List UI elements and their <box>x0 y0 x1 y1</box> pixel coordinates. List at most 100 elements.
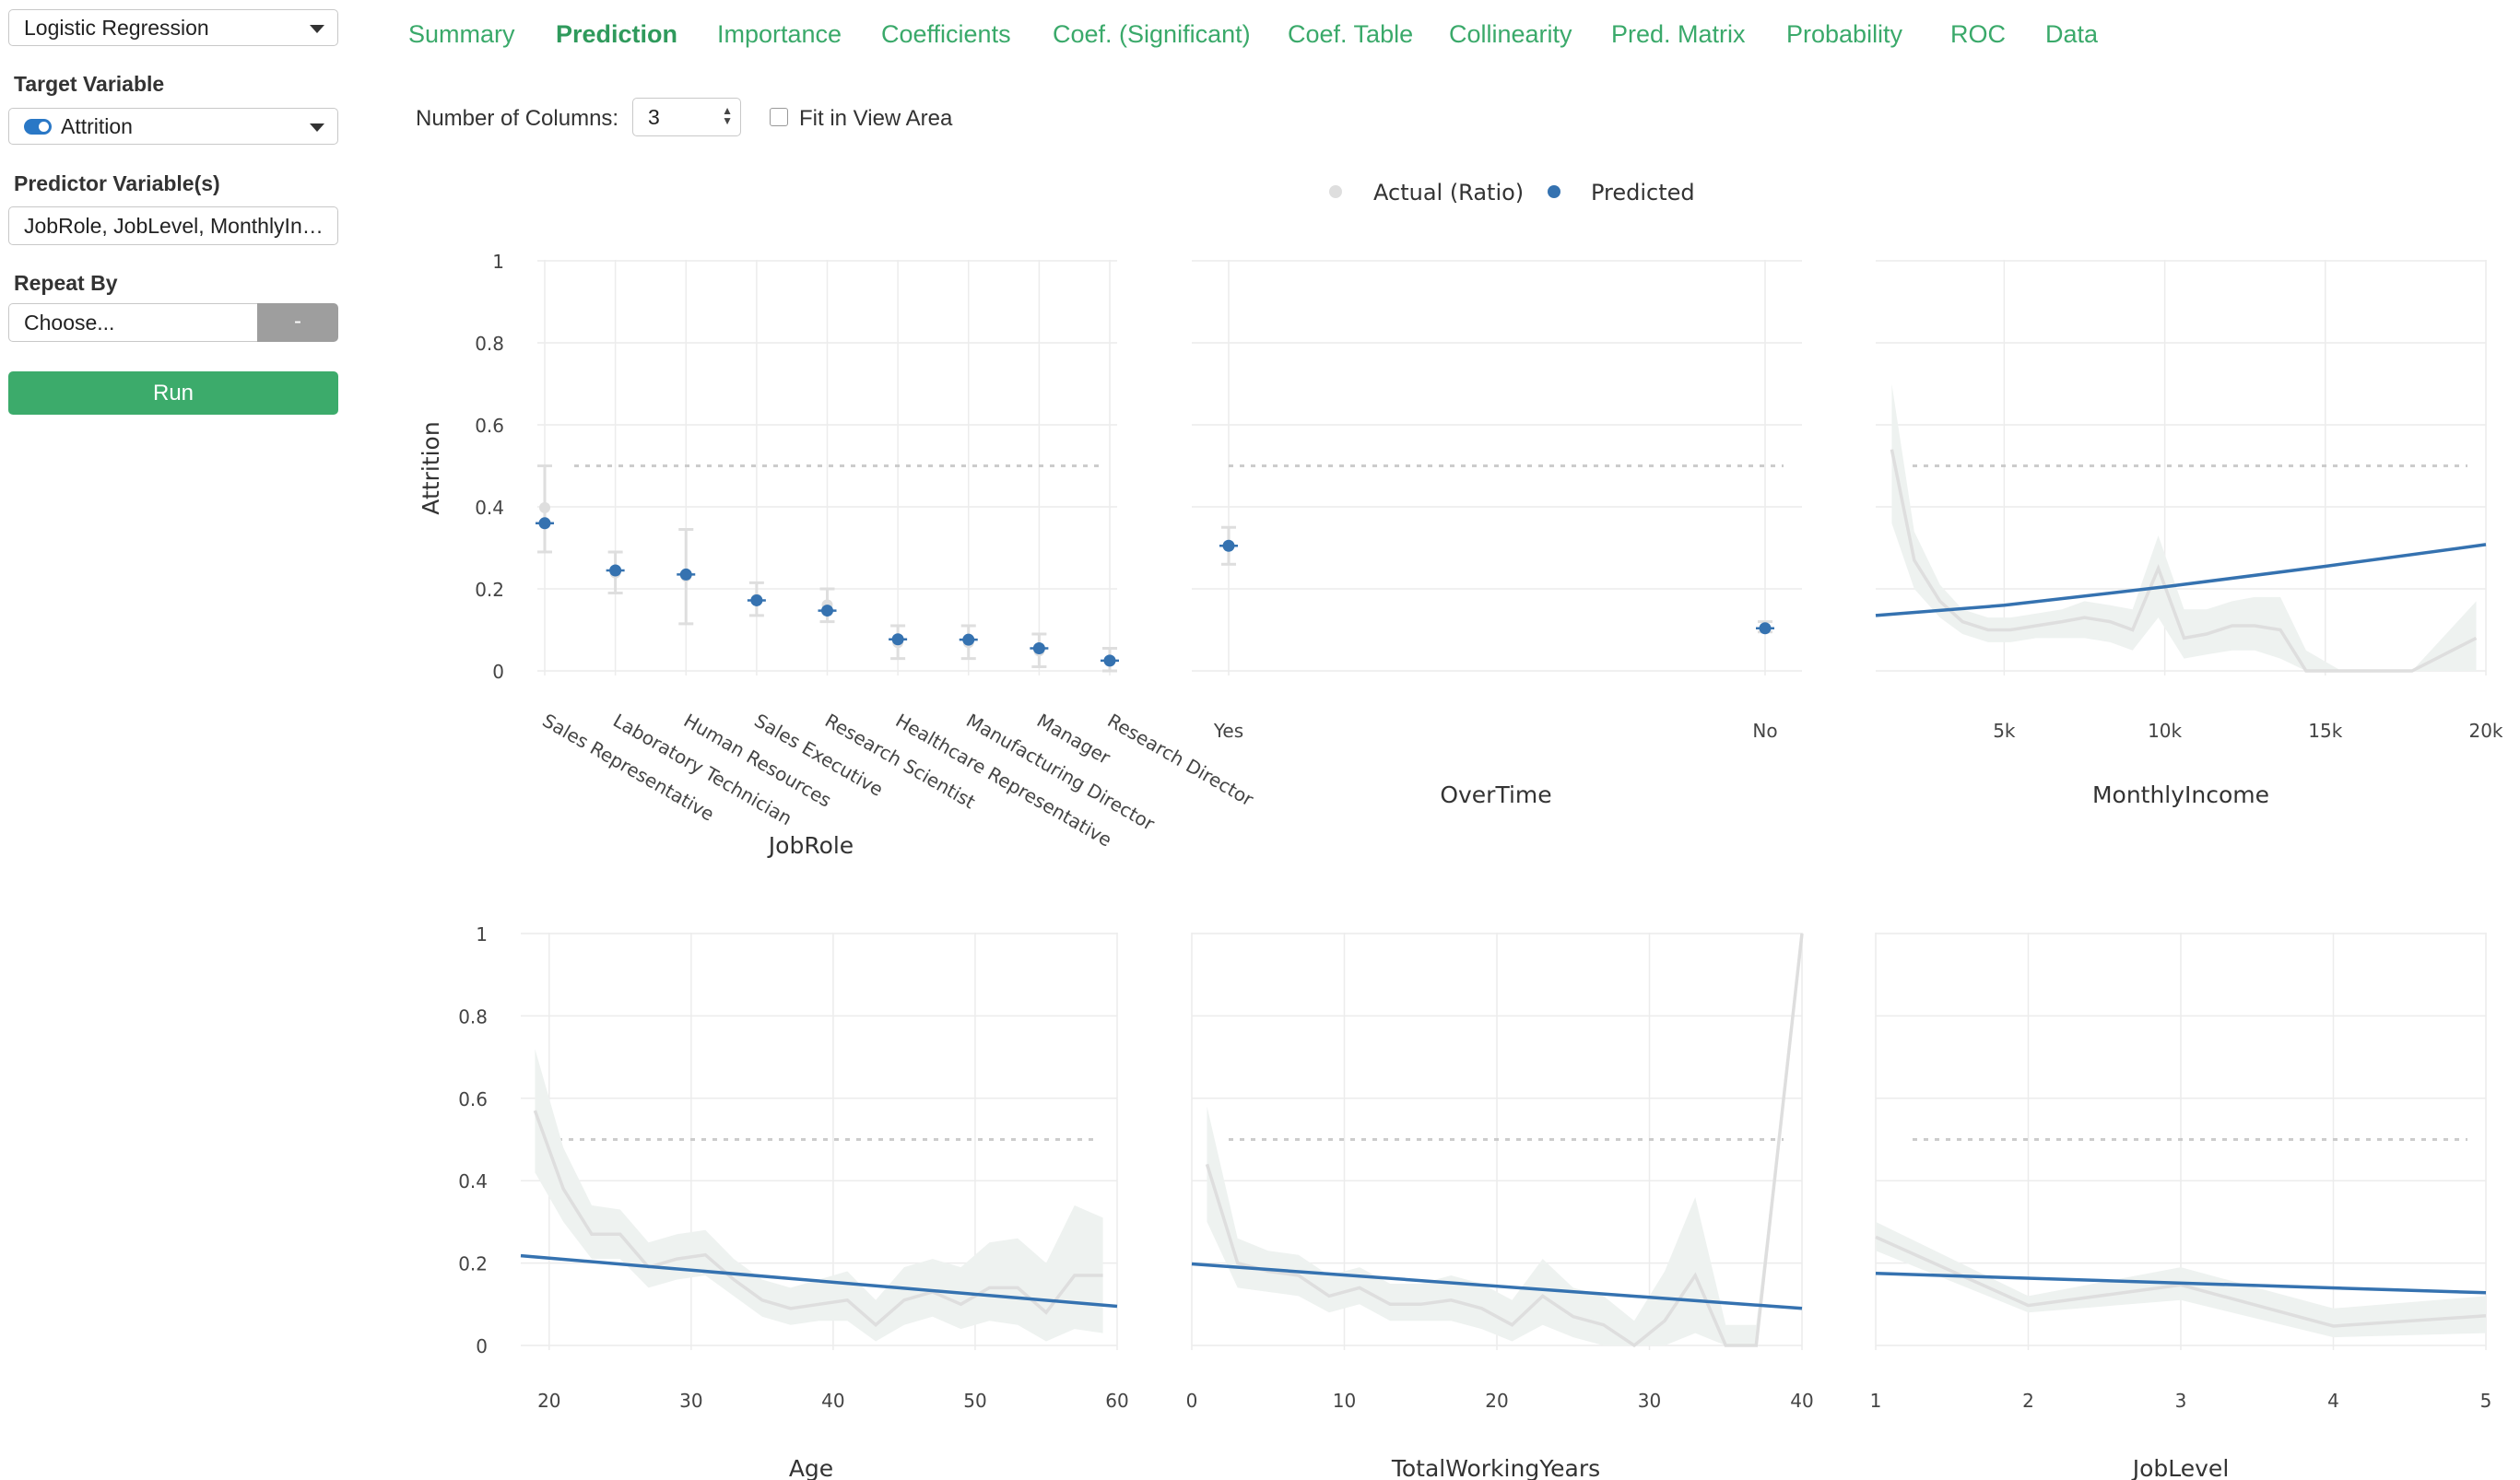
predicted-point <box>1032 642 1045 655</box>
x-tick-label: 3 <box>2175 1390 2187 1412</box>
repeat-by-clear-button[interactable]: - <box>257 303 338 342</box>
tab-pred-matrix[interactable]: Pred. Matrix <box>1611 20 1746 48</box>
tab-summary[interactable]: Summary <box>408 20 515 48</box>
run-button[interactable]: Run <box>8 371 338 415</box>
number-of-columns-label: Number of Columns: <box>416 106 619 131</box>
chevron-down-icon <box>310 25 324 33</box>
predicted-point <box>750 593 763 606</box>
x-tick-label: 10k <box>2148 720 2182 742</box>
y-tick-label: 0.6 <box>475 415 504 437</box>
x-axis-label: TotalWorkingYears <box>1391 1455 1600 1480</box>
x-tick-label: 4 <box>2327 1390 2339 1412</box>
actual-line <box>1875 1235 2487 1328</box>
predictor-variables-input[interactable]: JobRole, JobLevel, MonthlyIncome, Age, O… <box>8 206 338 245</box>
x-tick-label: 0 <box>1186 1390 1198 1412</box>
predicted-point <box>609 564 622 577</box>
target-variable-value: Attrition <box>61 114 133 138</box>
predicted-point <box>1222 539 1235 552</box>
predicted-point <box>538 517 551 530</box>
sidebar: Logistic Regression Target Variable Attr… <box>0 0 359 1480</box>
toggle-icon <box>24 118 52 135</box>
y-tick-label: 1 <box>492 251 504 273</box>
target-variable-select[interactable]: Attrition <box>8 108 338 145</box>
tab-probability[interactable]: Probability <box>1786 20 1903 48</box>
predicted-point <box>1759 622 1772 635</box>
tab-importance[interactable]: Importance <box>717 20 842 48</box>
tab-coef-table[interactable]: Coef. Table <box>1288 20 1414 48</box>
predicted-line <box>1875 1272 2487 1295</box>
chart-panel-overtime: Yes No OverTime <box>1192 260 1802 808</box>
y-tick-label: 0.8 <box>475 333 504 355</box>
actual-line <box>533 1110 1103 1328</box>
chart-panel-joblevel: 1 2 3 4 5 JobLevel <box>1870 933 2492 1480</box>
x-tick-label: 10 <box>1333 1390 1356 1412</box>
x-tick-label: 30 <box>679 1390 702 1412</box>
x-axis-label: JobLevel <box>2131 1455 2230 1480</box>
legend-actual-marker <box>1329 185 1342 198</box>
x-tick-label: 20k <box>2468 720 2502 742</box>
predicted-point <box>679 568 692 581</box>
tab-coefficients[interactable]: Coefficients <box>881 20 1011 48</box>
chevron-down-icon <box>310 123 324 132</box>
y-tick-label: 0.6 <box>458 1088 488 1110</box>
tab-collinearity[interactable]: Collinearity <box>1449 20 1572 48</box>
x-tick-label: No <box>1752 720 1777 742</box>
x-tick-label: 60 <box>1105 1390 1128 1412</box>
y-tick-label: 0.2 <box>458 1253 488 1275</box>
y-tick-label: 0 <box>492 661 504 683</box>
x-tick-label: Yes <box>1213 720 1243 742</box>
tab-data[interactable]: Data <box>2045 20 2099 48</box>
actual-point <box>539 501 550 513</box>
x-tick-label: 20 <box>1485 1390 1508 1412</box>
repeat-by-label: Repeat By <box>14 271 118 295</box>
fit-in-view-label: Fit in View Area <box>799 106 953 131</box>
x-tick-label: 50 <box>963 1390 986 1412</box>
predicted-point <box>1103 654 1116 667</box>
y-tick-label: 1 <box>476 923 488 946</box>
y-tick-label: 0.2 <box>475 579 504 601</box>
tab-prediction[interactable]: Prediction <box>556 20 678 48</box>
tab-coef-significant[interactable]: Coef. (Significant) <box>1053 20 1251 48</box>
y-tick-label: 0.4 <box>475 497 504 519</box>
predictor-variables-label: Predictor Variable(s) <box>14 171 220 195</box>
predicted-point <box>891 633 904 646</box>
predicted-line <box>520 1253 1118 1309</box>
chart-panel-age: 0 0.2 0.4 0.6 0.8 1 20 30 40 50 60 Age <box>458 923 1129 1480</box>
x-tick-label: 2 <box>2022 1390 2034 1412</box>
chart-panel-monthlyincome: 5k 10k 15k 20k MonthlyIncome <box>1875 260 2503 808</box>
x-tick-label: 40 <box>1790 1390 1813 1412</box>
y-tick-label: 0.8 <box>458 1005 488 1028</box>
x-tick-label: 5 <box>2480 1390 2492 1412</box>
x-axis-label: Age <box>789 1455 833 1480</box>
x-axis-label: OverTime <box>1440 781 1551 808</box>
predicted-line <box>1875 543 2487 617</box>
predicted-point <box>962 633 975 646</box>
predicted-point <box>821 605 833 617</box>
y-tick-label: 0 <box>476 1335 488 1357</box>
model-type-select[interactable]: Logistic Regression <box>8 9 338 46</box>
spinner-arrows-icon[interactable]: ▲ ▼ <box>722 104 733 127</box>
x-tick-label: 40 <box>821 1390 844 1412</box>
number-of-columns-value: 3 <box>648 105 660 129</box>
x-tick-label: 5k <box>1993 720 2016 742</box>
legend-predicted-marker <box>1548 185 1560 198</box>
number-of-columns-input[interactable]: 3 ▲ ▼ <box>632 98 741 136</box>
x-tick-label: 20 <box>537 1390 560 1412</box>
x-tick-label: 1 <box>1870 1390 1882 1412</box>
actual-confidence-band <box>1891 383 2477 671</box>
y-axis-label: Attrition <box>418 421 444 514</box>
x-tick-label: 30 <box>1638 1390 1661 1412</box>
legend-actual-label: Actual (Ratio) <box>1373 180 1524 206</box>
fit-in-view-checkbox[interactable] <box>770 108 788 126</box>
y-tick-label: 0.4 <box>458 1170 488 1192</box>
actual-line <box>1205 933 1804 1348</box>
x-axis-label: MonthlyIncome <box>2092 781 2269 808</box>
chart-panel-totalworkingyears: 0 10 20 30 40 TotalWorkingYears <box>1186 933 1814 1480</box>
x-tick-label: 15k <box>2308 720 2342 742</box>
x-axis-label: JobRole <box>767 832 854 859</box>
actual-line <box>1890 449 2478 673</box>
tab-roc[interactable]: ROC <box>1950 20 2006 48</box>
repeat-by-select[interactable]: Choose... <box>8 303 257 342</box>
